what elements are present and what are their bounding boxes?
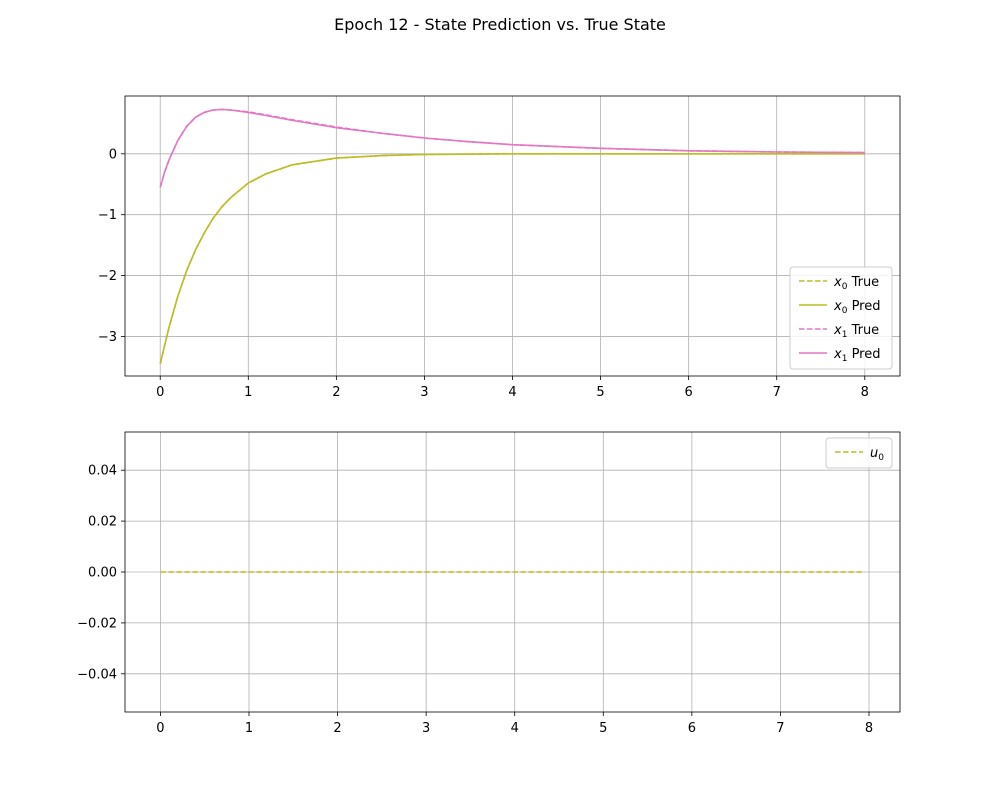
x-tick-label: 4 xyxy=(508,385,516,400)
figure-title: Epoch 12 - State Prediction vs. True Sta… xyxy=(334,15,666,34)
y-tick-label: −3 xyxy=(98,330,117,345)
bottom-subplot-control: 0 1 2 3 4 5 6 7 8 −0.04 −0.02 0.00 0.02 0.04 u0 xyxy=(77,431,901,736)
x-tick-label: 2 xyxy=(333,721,341,736)
series-line-x0-pred xyxy=(159,153,865,365)
y-tick-label: −1 xyxy=(98,208,117,223)
series-line-x1-pred xyxy=(159,108,865,188)
x-tick-label: 6 xyxy=(688,721,696,736)
axes-frame xyxy=(124,431,901,713)
x-tick-label: 1 xyxy=(244,385,252,400)
x-tick-label: 0 xyxy=(156,385,164,400)
legend-label: x0 True xyxy=(833,275,879,292)
x-tick-label: 5 xyxy=(596,385,604,400)
y-tick-label: 0.02 xyxy=(88,515,117,530)
y-tick-label: 0.04 xyxy=(88,464,117,479)
x-tick-label: 8 xyxy=(865,721,873,736)
legend: u0 xyxy=(825,437,893,469)
x-tick-label: 5 xyxy=(599,721,607,736)
x-tick-label: 2 xyxy=(332,385,340,400)
legend-label: x1 True xyxy=(833,323,879,340)
x-tick-label: 7 xyxy=(773,385,781,400)
legend-label: x1 Pred xyxy=(833,347,881,364)
y-tick-label: −2 xyxy=(98,269,117,284)
y-tick-label: −0.02 xyxy=(77,616,117,631)
x-tick-label: 6 xyxy=(684,385,692,400)
y-tick-label: −0.04 xyxy=(77,667,117,682)
y-tick-label: 0 xyxy=(109,147,117,162)
x-tick-label: 8 xyxy=(861,385,869,400)
legend-box xyxy=(789,266,893,370)
x-tick-label: 1 xyxy=(245,721,253,736)
top-subplot-states: 0 1 2 3 4 5 6 7 8 −3 −2 −1 0 x0 True x0 Pred x1 True x1 … xyxy=(98,95,901,400)
legend-box xyxy=(825,437,893,469)
x-tick-label: 3 xyxy=(422,721,430,736)
x-tick-label: 3 xyxy=(420,385,428,400)
axes-frame xyxy=(124,95,901,377)
legend: x0 True x0 Pred x1 True x1 Pred xyxy=(789,266,893,370)
x-tick-label: 0 xyxy=(156,721,164,736)
legend-label: u0 xyxy=(870,446,884,463)
y-tick-label: 0.00 xyxy=(88,566,117,581)
legend-label: x0 Pred xyxy=(833,299,881,316)
x-tick-label: 7 xyxy=(776,721,784,736)
x-tick-label: 4 xyxy=(511,721,519,736)
